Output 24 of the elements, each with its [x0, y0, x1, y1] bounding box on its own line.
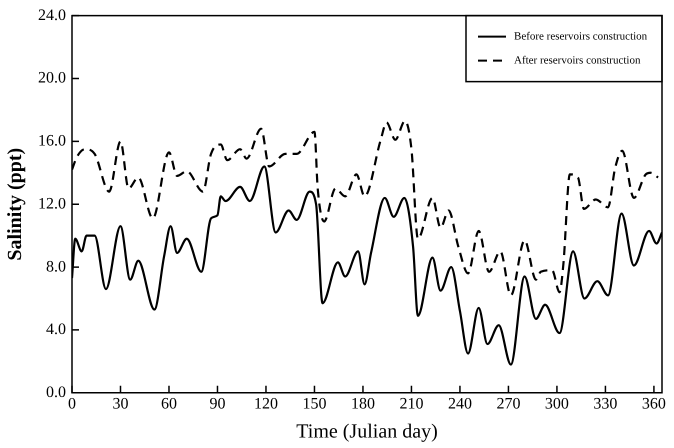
- legend-label: After reservoirs construction: [514, 54, 641, 66]
- x-tick-label: 0: [68, 396, 76, 413]
- x-tick-label: 60: [160, 396, 177, 413]
- x-tick-label: 30: [112, 396, 128, 413]
- x-tick-label: 120: [254, 396, 278, 413]
- y-tick-label: 16.0: [38, 132, 66, 150]
- x-tick-label: 90: [209, 396, 226, 413]
- x-tick-label: 150: [302, 396, 326, 413]
- y-tick-label: 4.0: [46, 321, 66, 338]
- y-tick-label: 0.0: [46, 384, 66, 402]
- x-tick-label: 180: [350, 396, 375, 413]
- y-tick-label: 24.0: [38, 6, 66, 24]
- x-axis-title: Time (Julian day): [296, 420, 438, 442]
- x-tick-label: 270: [496, 396, 520, 413]
- x-tick-label: 330: [593, 396, 618, 413]
- y-tick-label: 12.0: [38, 195, 66, 212]
- y-tick-label: 8.0: [46, 258, 66, 276]
- x-tick-label: 210: [399, 396, 424, 413]
- x-tick-label: 300: [544, 396, 569, 413]
- y-tick-label: 20.0: [38, 70, 66, 87]
- legend-label: Before reservoirs construction: [514, 30, 648, 42]
- x-tick-label: 240: [448, 396, 472, 413]
- y-axis-title: Salinity (ppt): [4, 148, 26, 261]
- x-tick-label: 360: [642, 396, 666, 413]
